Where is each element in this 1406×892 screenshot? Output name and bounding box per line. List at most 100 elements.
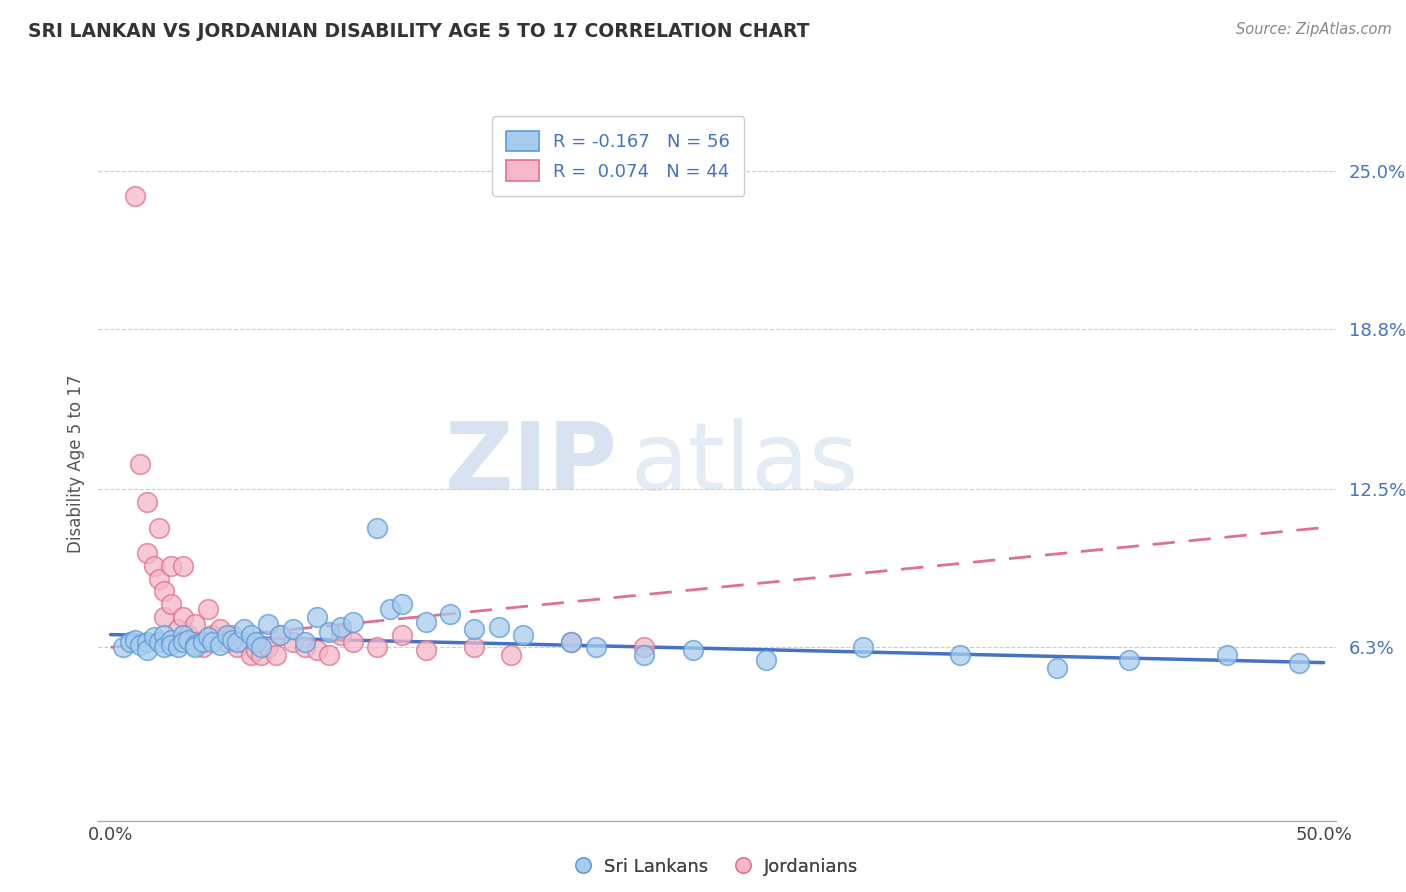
Point: [148, 635, 170, 649]
Point: [1046, 661, 1069, 675]
Point: [153, 584, 176, 599]
Point: [208, 623, 231, 637]
Point: [560, 635, 582, 649]
Point: [250, 648, 273, 662]
Point: [215, 627, 238, 641]
Point: [415, 643, 437, 657]
Point: [111, 640, 134, 655]
Point: [124, 632, 146, 647]
Point: [177, 627, 200, 641]
Point: [463, 640, 485, 655]
Point: [240, 648, 263, 662]
Point: [342, 615, 364, 629]
Point: [585, 640, 607, 655]
Point: [215, 635, 238, 649]
Point: [136, 643, 159, 657]
Point: [172, 627, 194, 641]
Point: [197, 602, 219, 616]
Point: [136, 635, 159, 649]
Text: SRI LANKAN VS JORDANIAN DISABILITY AGE 5 TO 17 CORRELATION CHART: SRI LANKAN VS JORDANIAN DISABILITY AGE 5…: [28, 22, 810, 41]
Point: [366, 520, 388, 534]
Point: [294, 640, 316, 655]
Point: [225, 635, 247, 649]
Point: [269, 627, 291, 641]
Point: [240, 627, 263, 641]
Point: [415, 615, 437, 629]
Point: [755, 653, 778, 667]
Point: [633, 640, 655, 655]
Point: [1215, 648, 1237, 662]
Point: [143, 558, 166, 573]
Point: [342, 635, 364, 649]
Point: [177, 632, 200, 647]
Point: [153, 640, 176, 655]
Point: [136, 546, 159, 560]
Point: [330, 627, 353, 641]
Point: [184, 638, 207, 652]
Point: [488, 620, 510, 634]
Point: [160, 632, 183, 647]
Point: [167, 623, 190, 637]
Point: [160, 597, 183, 611]
Point: [233, 623, 256, 637]
Point: [118, 635, 141, 649]
Text: Source: ZipAtlas.com: Source: ZipAtlas.com: [1236, 22, 1392, 37]
Point: [160, 558, 183, 573]
Point: [136, 495, 159, 509]
Point: [499, 648, 522, 662]
Point: [264, 648, 287, 662]
Point: [172, 558, 194, 573]
Point: [167, 640, 190, 655]
Point: [233, 635, 256, 649]
Point: [208, 638, 231, 652]
Point: [1118, 653, 1140, 667]
Point: [560, 635, 582, 649]
Text: ZIP: ZIP: [446, 417, 619, 510]
Point: [439, 607, 461, 622]
Point: [172, 635, 194, 649]
Point: [245, 635, 267, 649]
Point: [1288, 656, 1310, 670]
Point: [257, 640, 280, 655]
Point: [201, 635, 224, 649]
Point: [318, 625, 340, 640]
Point: [366, 640, 388, 655]
Point: [160, 638, 183, 652]
Point: [124, 189, 146, 203]
Point: [128, 457, 150, 471]
Point: [201, 627, 224, 641]
Point: [305, 609, 328, 624]
Point: [221, 627, 243, 641]
Point: [191, 635, 214, 649]
Point: [172, 609, 194, 624]
Point: [281, 623, 304, 637]
Point: [153, 609, 176, 624]
Point: [682, 643, 704, 657]
Point: [281, 635, 304, 649]
Point: [378, 602, 401, 616]
Point: [191, 640, 214, 655]
Point: [391, 627, 413, 641]
Point: [250, 640, 273, 655]
Point: [512, 627, 534, 641]
Text: atlas: atlas: [630, 417, 859, 510]
Point: [257, 617, 280, 632]
Point: [852, 640, 875, 655]
Point: [949, 648, 972, 662]
Point: [153, 627, 176, 641]
Point: [221, 632, 243, 647]
Point: [463, 623, 485, 637]
Point: [184, 640, 207, 655]
Point: [184, 617, 207, 632]
Point: [148, 572, 170, 586]
Point: [269, 627, 291, 641]
Point: [184, 635, 207, 649]
Point: [148, 520, 170, 534]
Point: [245, 643, 267, 657]
Y-axis label: Disability Age 5 to 17: Disability Age 5 to 17: [66, 375, 84, 553]
Legend: Sri Lankans, Jordanians: Sri Lankans, Jordanians: [568, 851, 866, 883]
Point: [330, 620, 353, 634]
Point: [128, 638, 150, 652]
Point: [294, 635, 316, 649]
Point: [633, 648, 655, 662]
